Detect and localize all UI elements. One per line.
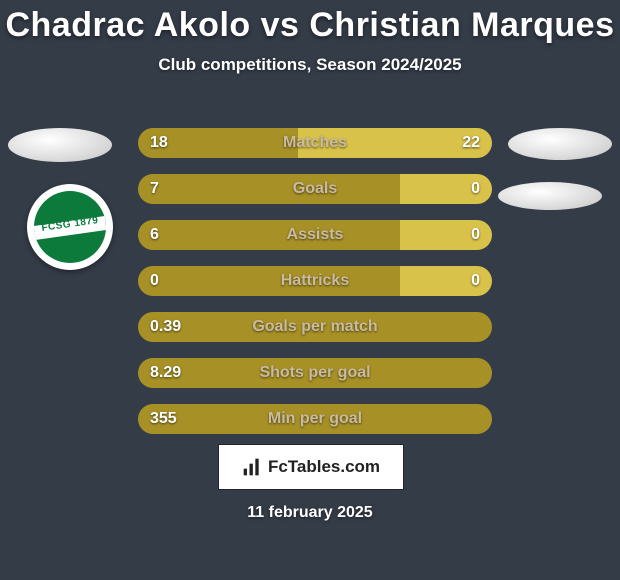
stat-row: 0.39Goals per match [138,312,492,342]
player1-photo [8,128,112,162]
fctables-logo[interactable]: FcTables.com [218,444,404,490]
brand-text: FcTables.com [268,457,380,477]
stat-label: Min per goal [138,404,492,434]
page-title: Chadrac Akolo vs Christian Marques [0,6,620,45]
stat-label: Hattricks [138,266,492,296]
player2-photo [508,128,612,160]
stat-row: 1822Matches [138,128,492,158]
page-subtitle: Club competitions, Season 2024/2025 [0,55,620,75]
stat-label: Matches [138,128,492,158]
stat-label: Shots per goal [138,358,492,388]
stat-label: Goals [138,174,492,204]
date-text: 11 february 2025 [0,504,620,522]
stat-label: Goals per match [138,312,492,342]
bars-icon [242,457,262,477]
club-badge: FCSG 1879 [27,184,113,270]
stat-row: 70Goals [138,174,492,204]
stat-row: 00Hattricks [138,266,492,296]
stat-label: Assists [138,220,492,250]
stat-row: 355Min per goal [138,404,492,434]
player2-photo-b [498,182,602,210]
stat-row: 8.29Shots per goal [138,358,492,388]
stats-container: 1822Matches 70Goals 60Assists 00Hattricks 0.… [138,128,492,450]
stat-row: 60Assists [138,220,492,250]
